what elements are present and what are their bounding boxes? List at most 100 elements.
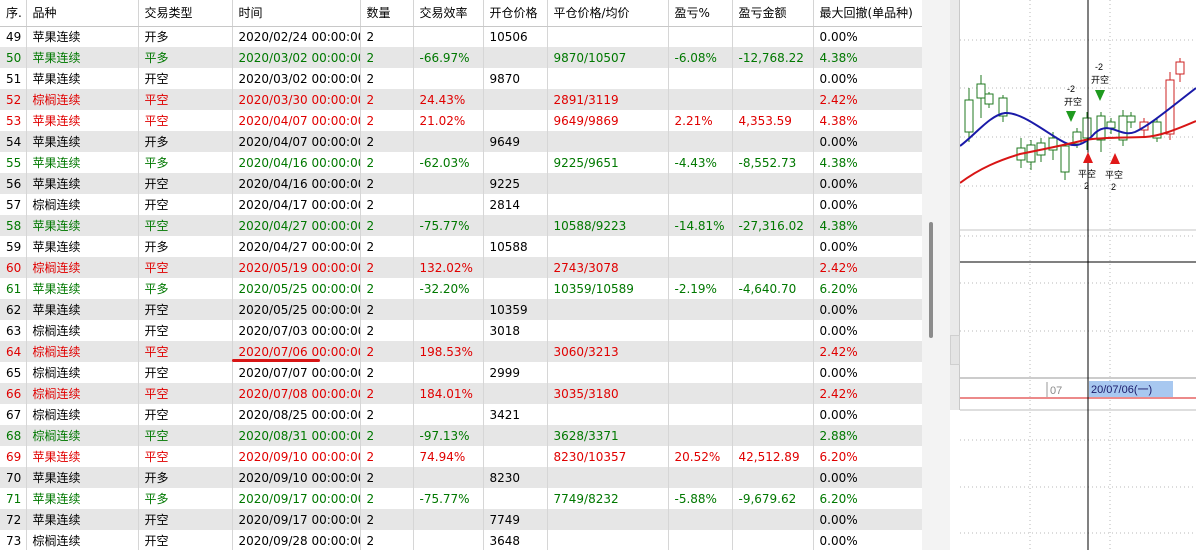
table-row[interactable]: 73 棕榈连续 开空 2020/09/28 00:00:00 2 3648 0.00%: [0, 530, 922, 550]
table-row[interactable]: 62 苹果连续 开空 2020/05/25 00:00:00 2 10359 0.00%: [0, 299, 922, 320]
column-header-time[interactable]: 时间: [232, 0, 361, 27]
cell-open-price: [483, 383, 548, 404]
cell-max-drawdown: 4.38%: [813, 152, 922, 173]
cell-open-price: [483, 257, 548, 278]
column-header-trade-type[interactable]: 交易类型: [138, 0, 233, 27]
cell-time: 2020/03/02 00:00:00: [232, 47, 361, 68]
cell-pnl-percent: [668, 257, 733, 278]
table-row[interactable]: 58 苹果连续 平空 2020/04/27 00:00:00 2 -75.77% 10588…: [0, 215, 922, 236]
cell-trade-type: 平空: [138, 257, 233, 278]
cell-efficiency: [413, 362, 484, 383]
cell-pnl-amount: [732, 362, 814, 383]
table-row[interactable]: 54 苹果连续 开多 2020/04/07 00:00:00 2 9649 0.00%: [0, 131, 922, 152]
table-row[interactable]: 61 苹果连续 平多 2020/05/25 00:00:00 2 -32.20% 10359…: [0, 278, 922, 299]
cell-instrument: 棕榈连续: [26, 320, 139, 341]
cell-pnl-amount: [732, 320, 814, 341]
table-row[interactable]: 51 苹果连续 开空 2020/03/02 00:00:00 2 9870 0.00%: [0, 68, 922, 89]
table-row[interactable]: 55 苹果连续 平多 2020/04/16 00:00:00 2 -62.03% 9225/…: [0, 152, 922, 173]
column-header-max-drawdown[interactable]: 最大回撤(单品种): [813, 0, 922, 27]
cell-time: 2020/05/19 00:00:00: [232, 257, 361, 278]
cell-trade-type: 平空: [138, 215, 233, 236]
crosshair-date-box: [1089, 381, 1173, 397]
cell-quantity: 2: [360, 446, 414, 467]
cell-quantity: 2: [360, 131, 414, 152]
cell-time: 2020/07/08 00:00:00: [232, 383, 361, 404]
cell-index: 52: [0, 89, 27, 110]
cell-quantity: 2: [360, 467, 414, 488]
candle-body: [984, 93, 994, 105]
table-row[interactable]: 59 苹果连续 开多 2020/04/27 00:00:00 2 10588 0.00%: [0, 236, 922, 257]
cell-open-price: 10588: [483, 236, 548, 257]
cell-time: 2020/09/28 00:00:00: [232, 530, 361, 550]
column-header-instrument[interactable]: 品种: [26, 0, 139, 27]
cell-index: 61: [0, 278, 27, 299]
table-row[interactable]: 71 苹果连续 平多 2020/09/17 00:00:00 2 -75.77% 7749/…: [0, 488, 922, 509]
column-header-pnl-percent[interactable]: 盈亏%: [668, 0, 733, 27]
cell-quantity: 2: [360, 362, 414, 383]
column-header-index[interactable]: 序.: [0, 0, 27, 27]
table-row[interactable]: 70 苹果连续 开多 2020/09/10 00:00:00 2 8230 0.00%: [0, 467, 922, 488]
kline-chart[interactable]: -2 开空 -2 开空 平空 2 平空 2 07 20/07/06(一): [960, 0, 1196, 550]
buy-marker-qty: 2: [1111, 182, 1116, 192]
table-row[interactable]: 49 苹果连续 开多 2020/02/24 00:00:00 2 10506 0.00%: [0, 26, 922, 47]
cell-max-drawdown: 0.00%: [813, 131, 922, 152]
cell-index: 54: [0, 131, 27, 152]
cell-index: 49: [0, 26, 27, 47]
cell-max-drawdown: 6.20%: [813, 278, 922, 299]
table-row[interactable]: 56 苹果连续 开空 2020/04/16 00:00:00 2 9225 0.00%: [0, 173, 922, 194]
table-row[interactable]: 72 苹果连续 开空 2020/09/17 00:00:00 2 7749 0.00%: [0, 509, 922, 530]
cell-max-drawdown: 0.00%: [813, 530, 922, 550]
cell-quantity: 2: [360, 404, 414, 425]
table-row[interactable]: 68 棕榈连续 平空 2020/08/31 00:00:00 2 -97.13% 3628/…: [0, 425, 922, 446]
cell-trade-type: 平空: [138, 425, 233, 446]
table-row[interactable]: 52 棕榈连续 平空 2020/03/30 00:00:00 2 24.43% 2891/3…: [0, 89, 922, 110]
column-header-efficiency[interactable]: 交易效率: [413, 0, 484, 27]
kline-chart-panel[interactable]: -2 开空 -2 开空 平空 2 平空 2 07 20/07/06(一): [960, 0, 1196, 550]
splitter-handle[interactable]: [950, 335, 960, 365]
cell-index: 64: [0, 341, 27, 362]
cell-max-drawdown: 0.00%: [813, 173, 922, 194]
table-row[interactable]: 60 棕榈连续 平空 2020/05/19 00:00:00 2 132.02% 2743/…: [0, 257, 922, 278]
column-header-pnl-amount[interactable]: 盈亏金额: [732, 0, 814, 27]
cell-max-drawdown: 4.38%: [813, 215, 922, 236]
cell-quantity: 2: [360, 110, 414, 131]
cell-efficiency: 24.43%: [413, 89, 484, 110]
cell-time: 2020/09/17 00:00:00: [232, 488, 361, 509]
table-scrollbar-track[interactable]: [922, 0, 950, 550]
table-scrollbar-thumb[interactable]: [929, 222, 933, 338]
cell-quantity: 2: [360, 320, 414, 341]
column-header-open-price[interactable]: 开仓价格: [483, 0, 548, 27]
cell-efficiency: -62.03%: [413, 152, 484, 173]
cell-time: 2020/02/24 00:00:00: [232, 26, 361, 47]
column-header-close-price[interactable]: 平仓价格/均价: [547, 0, 669, 27]
cell-time: 2020/09/17 00:00:00: [232, 509, 361, 530]
table-row[interactable]: 53 苹果连续 平空 2020/04/07 00:00:00 2 21.02% 9649/9…: [0, 110, 922, 131]
panel-splitter[interactable]: [950, 0, 960, 410]
time-axis: 07 20/07/06(一): [1046, 381, 1173, 397]
table-row[interactable]: 63 棕榈连续 开空 2020/07/03 00:00:00 2 3018 0.00%: [0, 320, 922, 341]
table-row[interactable]: 65 棕榈连续 开空 2020/07/07 00:00:00 2 2999 0.00%: [0, 362, 922, 383]
cell-quantity: 2: [360, 383, 414, 404]
table-row[interactable]: 69 苹果连续 平空 2020/09/10 00:00:00 2 74.94% 8230/1…: [0, 446, 922, 467]
cell-instrument: 苹果连续: [26, 446, 139, 467]
cell-time: 2020/03/30 00:00:00: [232, 89, 361, 110]
cell-quantity: 2: [360, 215, 414, 236]
candle-body: [1082, 117, 1092, 139]
table-row[interactable]: 57 棕榈连续 开空 2020/04/17 00:00:00 2 2814 0.00%: [0, 194, 922, 215]
cell-max-drawdown: 0.00%: [813, 320, 922, 341]
table-row[interactable]: 66 棕榈连续 平空 2020/07/08 00:00:00 2 184.01% 3035/…: [0, 383, 922, 404]
cell-max-drawdown: 0.00%: [813, 362, 922, 383]
cell-quantity: 2: [360, 173, 414, 194]
column-header-quantity[interactable]: 数量: [360, 0, 414, 27]
table-row[interactable]: 64 棕榈连续 平空 2020/07/06 00:00:00 2 198.53% 3060/…: [0, 341, 922, 362]
cell-time: 2020/04/16 00:00:00: [232, 152, 361, 173]
cell-quantity: 2: [360, 47, 414, 68]
table-row[interactable]: 50 苹果连续 平多 2020/03/02 00:00:00 2 -66.97% 9870/…: [0, 47, 922, 68]
cell-pnl-amount: [732, 467, 814, 488]
cell-close-price: [547, 194, 669, 215]
cell-instrument: 苹果连续: [26, 278, 139, 299]
cell-trade-type: 开空: [138, 404, 233, 425]
cell-time: 2020/04/16 00:00:00: [232, 173, 361, 194]
table-row[interactable]: 67 棕榈连续 开空 2020/08/25 00:00:00 2 3421 0.00%: [0, 404, 922, 425]
cell-max-drawdown: 6.20%: [813, 488, 922, 509]
